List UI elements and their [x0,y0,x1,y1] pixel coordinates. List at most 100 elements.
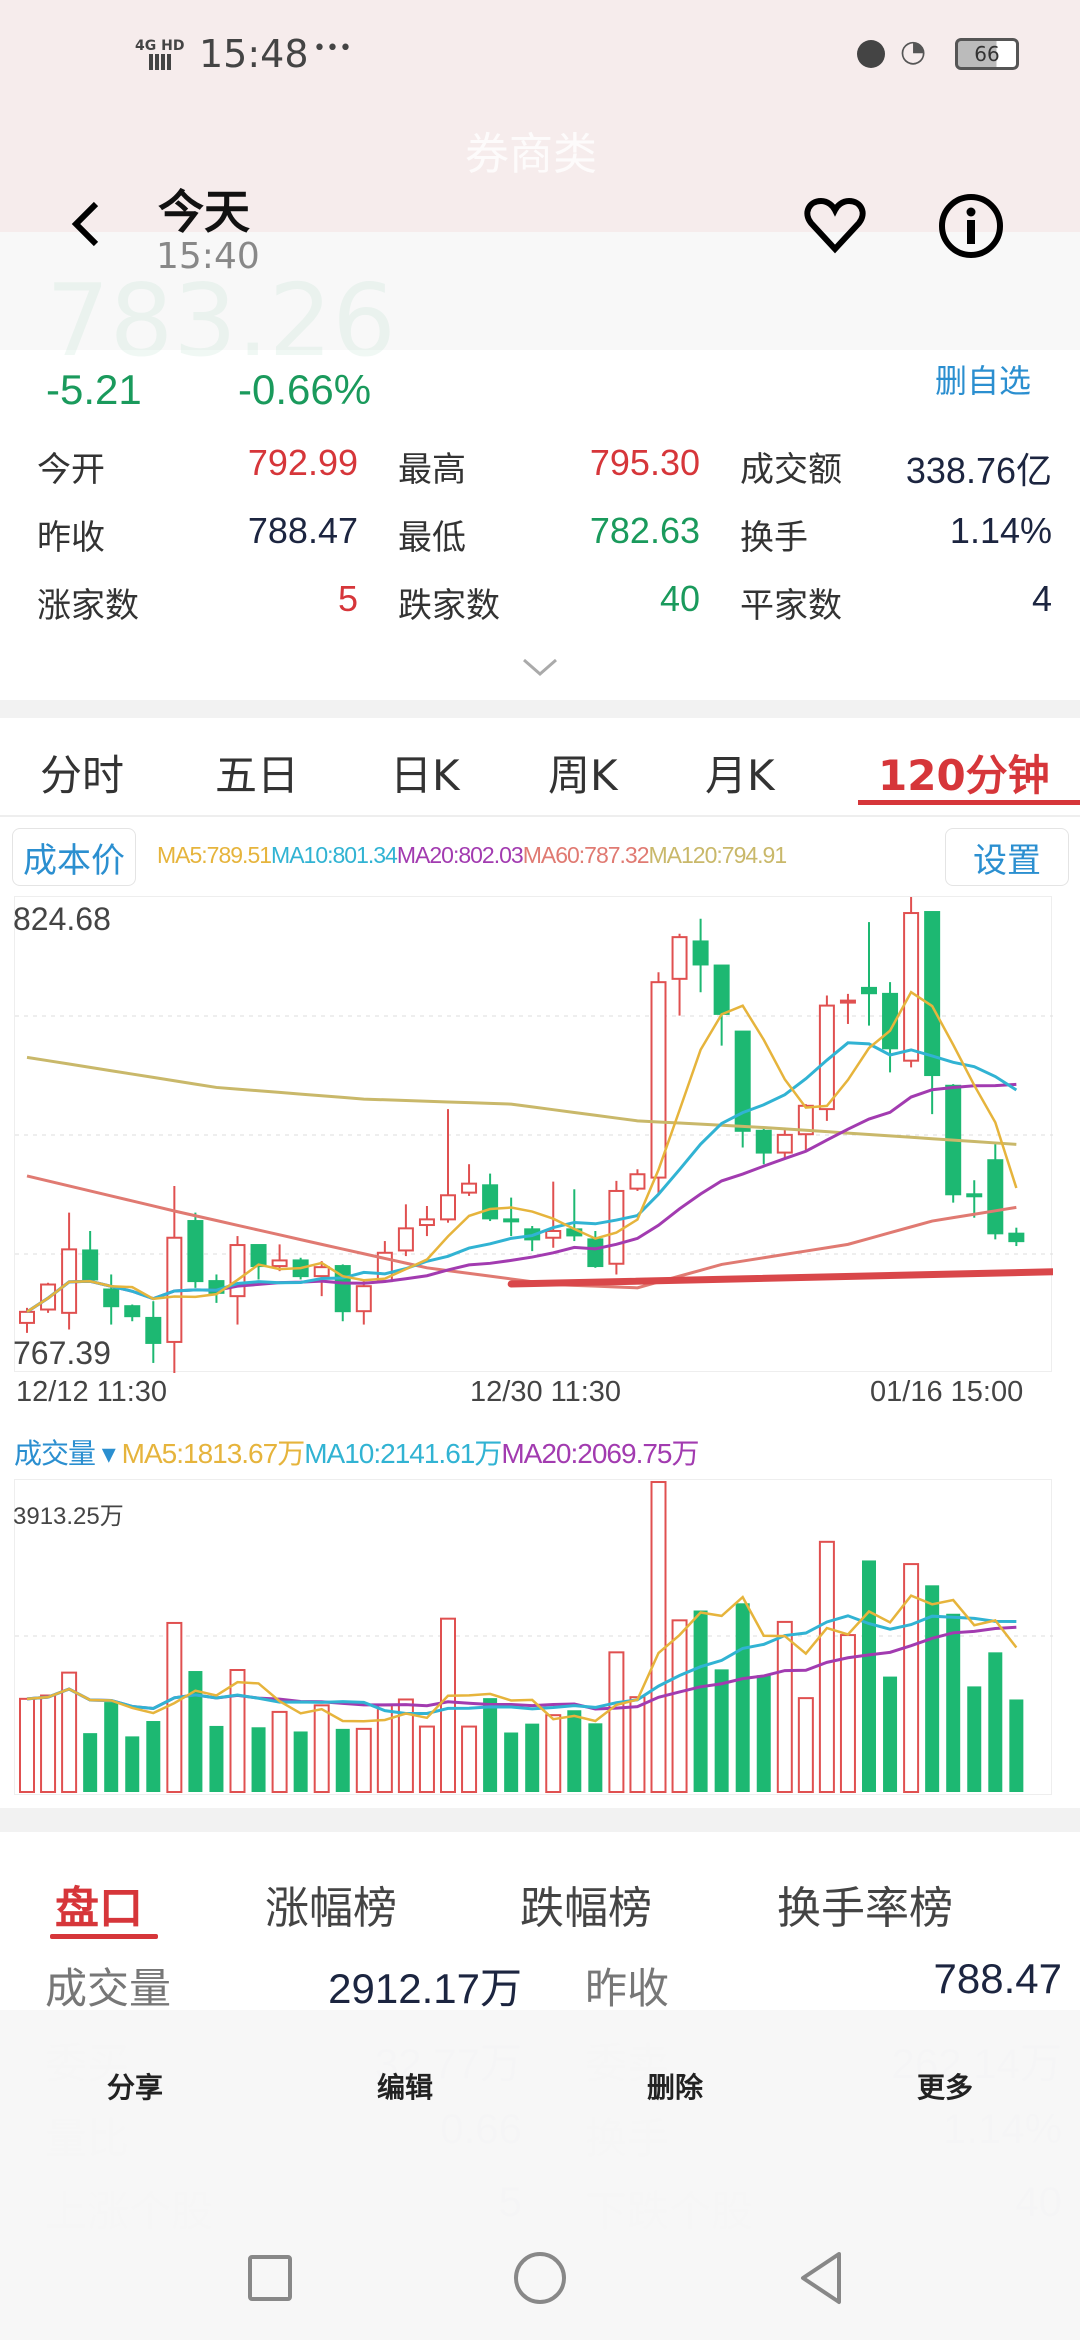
volume-bar [862,1560,876,1792]
volume-legend: 成交量 ▾ MA5:1813.67万MA10:2141.61万MA20:2069… [14,1432,700,1472]
back-button[interactable] [66,196,106,252]
x-label-mid: 12/30 11:30 [470,1376,622,1408]
volume-bar [40,1694,57,1793]
cost-price-button[interactable]: 成本价 [12,828,136,886]
candle [61,1212,78,1330]
signal-bars-icon [149,54,173,70]
volume-bar [946,1613,961,1792]
drawn-trend-line[interactable] [507,1268,1053,1288]
volume-bar [671,1619,688,1793]
volume-bar [293,1731,308,1792]
bottom-tab[interactable]: 跌幅榜 [520,1883,652,1934]
vol-ma5-value: MA5:1813.67万 [121,1438,306,1469]
candle [608,1180,625,1275]
stat-label: 今开 [37,450,105,490]
stat-label: 成交额 [740,450,842,490]
volume-bar [714,1669,729,1792]
candle [145,1301,162,1363]
nav-back-button[interactable] [795,2250,845,2306]
background-page-title: 券商类 [465,129,597,180]
info-button[interactable] [938,193,1004,259]
candle [82,1231,99,1282]
volume-selector[interactable]: 成交量 ▾ [14,1438,116,1469]
volume-bar [650,1481,667,1793]
stat-label: 最高 [398,450,466,490]
volume-bar [61,1671,78,1793]
period-tab[interactable]: 月K [705,751,775,800]
price-chart[interactable]: 824.68 767.39 [13,896,1053,1373]
caret-down-icon: ▾ [101,1438,116,1469]
expand-chevron-icon[interactable] [520,656,560,680]
nav-home-button[interactable] [514,2252,566,2304]
alarm-icon [857,40,885,68]
panel-value: 2912.17万 [328,1965,522,2012]
action-delete-button[interactable]: 删除 [605,2066,745,2106]
volume-bar [104,1702,119,1792]
stat-label: 最低 [398,518,466,558]
volume-bar [355,1727,372,1793]
period-tab[interactable]: 日K [390,751,460,800]
candle [671,933,688,1016]
candle [355,1279,372,1325]
price-change-percent: -0.66% [238,366,372,413]
ma10-line [26,1041,1018,1314]
panel-value: 788.47 [933,1955,1062,2002]
volume-bar [1009,1699,1024,1792]
candle [124,1304,141,1322]
section-divider-2 [0,1808,1080,1832]
period-tab[interactable]: 五日 [215,751,300,800]
stat-value: 40 [659,578,700,619]
active-tab-underline [858,800,1080,805]
period-tab[interactable]: 分时 [40,751,125,800]
ma120-value: MA120:794.91 [648,842,788,868]
volume-label: 成交量 [14,1438,96,1469]
favorite-button[interactable] [803,195,867,255]
nav-recents-button[interactable] [248,2255,292,2301]
candle [461,1164,478,1196]
status-bar: 4G HD 15:48 ••• ◔ 66 [135,32,1035,82]
stat-value: 792.99 [247,442,358,483]
candle [440,1109,456,1223]
candle [545,1181,562,1248]
candle [103,1274,120,1325]
bottom-tab[interactable]: 盘口 [55,1883,143,1934]
settings-button[interactable]: 设置 [945,828,1069,886]
vol-ma10-value: MA10:2141.61万 [304,1438,502,1469]
remove-watchlist-button[interactable]: 删自选 [935,362,1032,400]
candle [629,1169,646,1191]
stat-label: 换手 [740,518,808,558]
bottom-active-underline [50,1934,158,1939]
info-icon [939,194,1003,258]
volume-bar [397,1698,414,1793]
volume-bar [629,1696,646,1794]
stat-label: 跌家数 [398,586,500,626]
stat-label: 昨收 [37,518,105,558]
period-tab[interactable]: 周K [548,751,618,800]
bottom-tab[interactable]: 换手率榜 [777,1883,953,1934]
stat-value: 795.30 [589,442,700,483]
volume-bar [19,1697,35,1793]
action-more-button[interactable]: 更多 [875,2066,1015,2106]
volume-max-label: 3913.25万 [13,1503,124,1530]
volume-bar [504,1732,519,1792]
background-page-price: 783.26 [46,262,396,379]
volume-bar [251,1727,266,1792]
volume-bar [146,1721,161,1792]
action-edit-button[interactable]: 编辑 [335,2066,475,2106]
volume-bar [440,1617,456,1793]
volume-bar [588,1723,603,1792]
period-tab[interactable]: 120分钟 [878,751,1050,800]
volume-bar [271,1710,288,1793]
volume-bar [461,1725,478,1794]
more-notifications: ••• [313,36,352,61]
page-subtitle-time: 15:40 [156,236,260,277]
action-share-button[interactable]: 分享 [65,2066,205,2106]
bottom-tab[interactable]: 涨幅榜 [265,1883,397,1934]
stat-value: 782.63 [589,510,700,551]
candlestick-chart-svg [15,897,1053,1373]
volume-chart[interactable]: 3913.25万 [13,1479,1053,1795]
candle [734,1030,751,1148]
action-label: 更多 [916,2071,973,2104]
ma120-line [26,1055,1017,1146]
action-label: 编辑 [376,2071,433,2104]
